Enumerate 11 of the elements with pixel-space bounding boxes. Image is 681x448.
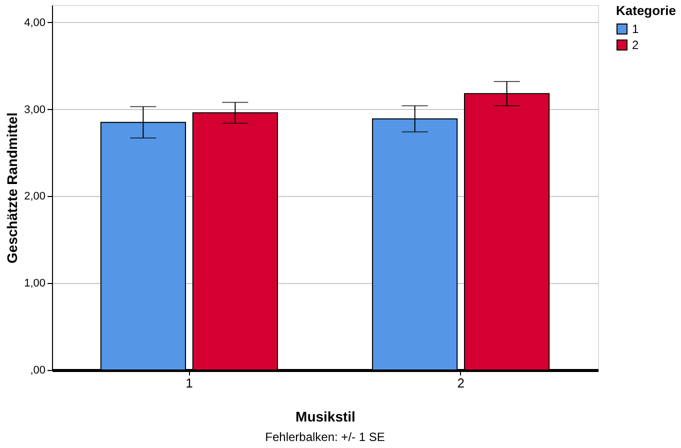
y-tick-label: 4,00 xyxy=(24,16,46,29)
y-tick-label: 1,00 xyxy=(24,278,46,290)
legend-label: 1 xyxy=(632,22,639,36)
y-tick-label: 3,00 xyxy=(24,104,46,116)
legend-title: Kategorie xyxy=(616,3,676,18)
y-axis-title: Geschätzte Randmittel xyxy=(4,112,20,264)
y-tick-label: 2,00 xyxy=(24,190,46,203)
legend-label: 2 xyxy=(632,38,639,52)
y-tick-label: ,00 xyxy=(30,364,46,376)
text: Fehlerbalken: +/- 1 SE xyxy=(265,430,385,444)
x-axis-title: Musikstil xyxy=(296,408,356,424)
